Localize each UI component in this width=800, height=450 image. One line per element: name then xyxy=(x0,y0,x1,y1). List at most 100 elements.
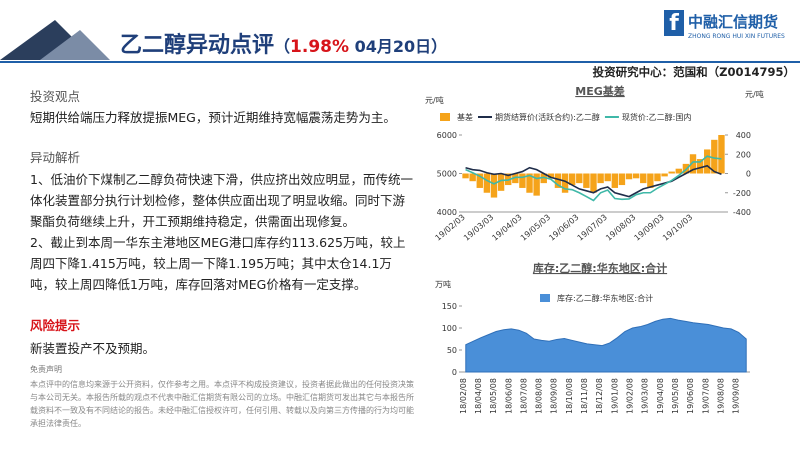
bar xyxy=(554,173,562,188)
paragraph: 短期供给端压力释放提振MEG，预计近期维持宽幅震荡走势为主。 xyxy=(30,110,396,125)
chart-title: MEG基差 xyxy=(575,84,625,98)
bar xyxy=(547,173,555,179)
bar xyxy=(689,154,697,174)
bar xyxy=(576,173,583,184)
y-tick-label: 50 xyxy=(447,346,457,355)
bar xyxy=(497,173,505,191)
x-tick-label: 19/04/08 xyxy=(656,378,665,414)
y2-tick-label: 0 xyxy=(746,170,751,179)
bar xyxy=(512,173,519,184)
x-tick-label: 19/09/03 xyxy=(633,213,666,243)
heading: 免责声明 xyxy=(30,365,62,374)
bar xyxy=(597,173,604,184)
axis-label: 万吨 xyxy=(435,279,451,289)
x-tick-label: 19/10/03 xyxy=(661,213,694,243)
chart-title: 库存:乙二醇:华东地区:合计 xyxy=(533,261,667,275)
x-tick-label: 18/08/08 xyxy=(535,378,544,414)
x-tick-label: 18/06/08 xyxy=(504,378,513,414)
y2-tick-label: 400 xyxy=(736,131,751,140)
x-tick-label: 19/08/08 xyxy=(716,378,725,414)
bar xyxy=(490,173,498,198)
x-tick-label: 19/03/08 xyxy=(641,378,650,414)
y-tick-label: 100 xyxy=(442,324,457,333)
x-tick-label: 19/08/03 xyxy=(604,213,637,243)
y-tick-label: 6000 xyxy=(437,131,457,140)
bar xyxy=(675,168,682,174)
paragraph: 新装置投产不及预期。 xyxy=(30,341,156,356)
legend-label: 现货价:乙二醇:国内 xyxy=(622,112,691,122)
bar xyxy=(654,173,661,182)
x-tick-label: 18/07/08 xyxy=(519,378,528,414)
legend-swatch xyxy=(540,294,550,302)
x-tick-label: 19/05/08 xyxy=(671,378,680,414)
area xyxy=(465,317,747,373)
x-tick-label: 18/05/08 xyxy=(489,378,498,414)
author: 投资研究中心：范国和（Z0014795） xyxy=(593,65,795,79)
axis-label: 元/吨 xyxy=(745,89,764,99)
bar xyxy=(604,173,611,182)
x-tick-label: 19/02/08 xyxy=(626,378,635,414)
bar xyxy=(526,173,533,193)
bar xyxy=(696,159,704,174)
bar xyxy=(611,173,619,188)
heading: 风险提示 xyxy=(30,318,81,333)
x-tick-label: 18/11/08 xyxy=(580,378,589,414)
bar xyxy=(704,149,711,174)
bar xyxy=(483,173,491,193)
bar xyxy=(661,173,668,177)
bar xyxy=(718,135,725,174)
bar xyxy=(647,173,654,188)
axis-label: 元/吨 xyxy=(425,95,444,105)
title: 乙二醇异动点评（1.98% 04月20日） xyxy=(120,32,447,58)
bar xyxy=(519,173,526,188)
bar xyxy=(618,173,626,186)
x-tick-label: 19/07/08 xyxy=(701,378,710,414)
bar xyxy=(462,173,469,179)
logo-icon xyxy=(664,10,684,36)
bar xyxy=(590,173,597,193)
x-tick-label: 19/03/03 xyxy=(462,213,495,243)
heading: 投资观点 xyxy=(30,89,81,104)
x-tick-label: 19/05/03 xyxy=(519,213,552,243)
y2-tick-label: 200 xyxy=(736,150,751,159)
bar xyxy=(568,173,576,186)
x-tick-label: 18/04/08 xyxy=(474,378,483,414)
x-tick-label: 19/02/03 xyxy=(434,213,467,243)
x-tick-label: 19/04/03 xyxy=(490,213,523,243)
x-tick-label: 18/12/08 xyxy=(595,378,604,414)
line xyxy=(465,155,722,202)
legend-label: 库存:乙二醇:华东地区:合计 xyxy=(557,293,653,303)
bar xyxy=(711,139,718,174)
bar xyxy=(640,173,647,184)
y-tick-label: 5000 xyxy=(437,170,457,179)
line xyxy=(465,164,722,198)
legend-swatch xyxy=(440,113,450,121)
y2-tick-label: -400 xyxy=(733,208,751,217)
bar xyxy=(583,173,590,188)
x-tick-label: 19/09/08 xyxy=(732,378,741,414)
paragraph: 2、截止到本周一华东主港地区MEG港口库存约113.625万吨，较上周四下降1.… xyxy=(30,235,406,292)
y-tick-label: 4000 xyxy=(437,208,457,217)
logo-mark: f xyxy=(669,11,679,36)
bar xyxy=(469,173,476,182)
bar xyxy=(476,173,483,188)
x-tick-label: 18/09/08 xyxy=(550,378,559,414)
logo-cn: 中融汇信期货 xyxy=(688,13,778,31)
logo-en: ZHONG RONG HUI XIN FUTURES xyxy=(688,33,785,40)
bar xyxy=(632,173,640,179)
heading: 异动解析 xyxy=(30,150,81,165)
disclaimer: 本点评中的信息均来源于公开资料，仅作参考之用。本点评不构成投资建议，投资者据此做… xyxy=(30,380,414,428)
bar xyxy=(561,173,569,193)
x-tick-label: 19/06/08 xyxy=(686,378,695,414)
x-tick-label: 18/10/08 xyxy=(565,378,574,414)
bar xyxy=(668,171,675,174)
legend-label: 期货结算价(活跃合约):乙二醇 xyxy=(495,112,600,122)
x-tick-label: 19/01/08 xyxy=(610,378,619,414)
x-tick-label: 19/06/03 xyxy=(547,213,580,243)
bar xyxy=(625,173,633,180)
y-tick-label: 150 xyxy=(442,302,457,311)
x-tick-label: 18/02/08 xyxy=(459,378,468,414)
decor xyxy=(40,30,110,60)
